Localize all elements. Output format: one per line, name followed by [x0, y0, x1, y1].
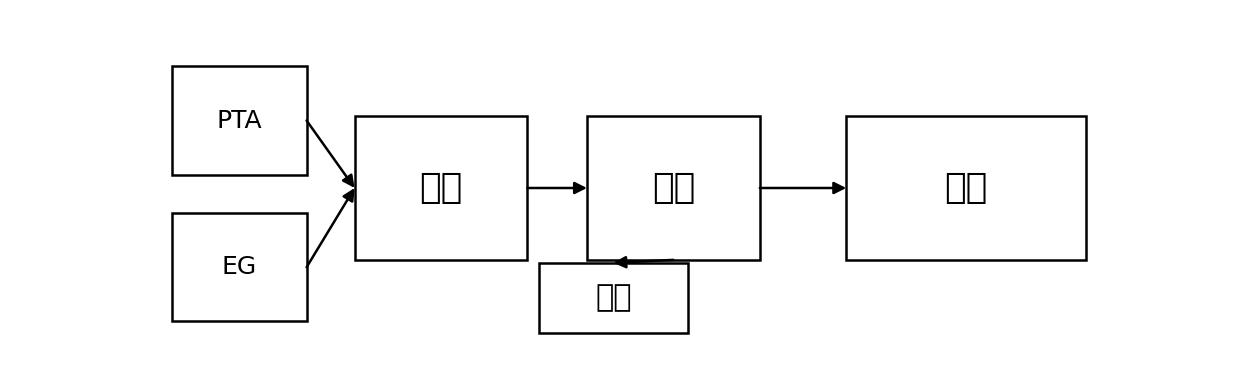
- Text: PTA: PTA: [217, 109, 263, 133]
- Text: 缩聚: 缩聚: [652, 171, 695, 205]
- Bar: [172, 66, 306, 175]
- Bar: [846, 116, 1087, 260]
- Bar: [539, 263, 688, 333]
- Text: 酩化: 酩化: [419, 171, 462, 205]
- Bar: [172, 213, 306, 322]
- Bar: [354, 116, 528, 260]
- Bar: [587, 116, 760, 260]
- Text: 切粒: 切粒: [595, 283, 632, 312]
- Text: EG: EG: [222, 255, 256, 279]
- Text: 纺丝: 纺丝: [944, 171, 987, 205]
